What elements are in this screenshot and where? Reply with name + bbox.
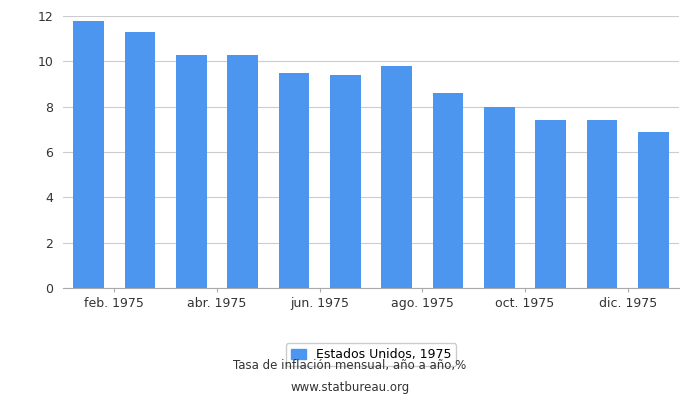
Bar: [125, 32, 155, 288]
Legend: Estados Unidos, 1975: Estados Unidos, 1975: [286, 343, 456, 366]
Text: Tasa de inflación mensual, año a año,%: Tasa de inflación mensual, año a año,%: [233, 360, 467, 372]
Bar: [587, 120, 617, 288]
Bar: [228, 54, 258, 288]
Bar: [279, 73, 309, 288]
Bar: [638, 132, 668, 288]
Bar: [74, 20, 104, 288]
Bar: [433, 93, 463, 288]
Bar: [330, 75, 360, 288]
Bar: [484, 107, 514, 288]
Bar: [536, 120, 566, 288]
Text: www.statbureau.org: www.statbureau.org: [290, 382, 410, 394]
Bar: [382, 66, 412, 288]
Bar: [176, 54, 206, 288]
